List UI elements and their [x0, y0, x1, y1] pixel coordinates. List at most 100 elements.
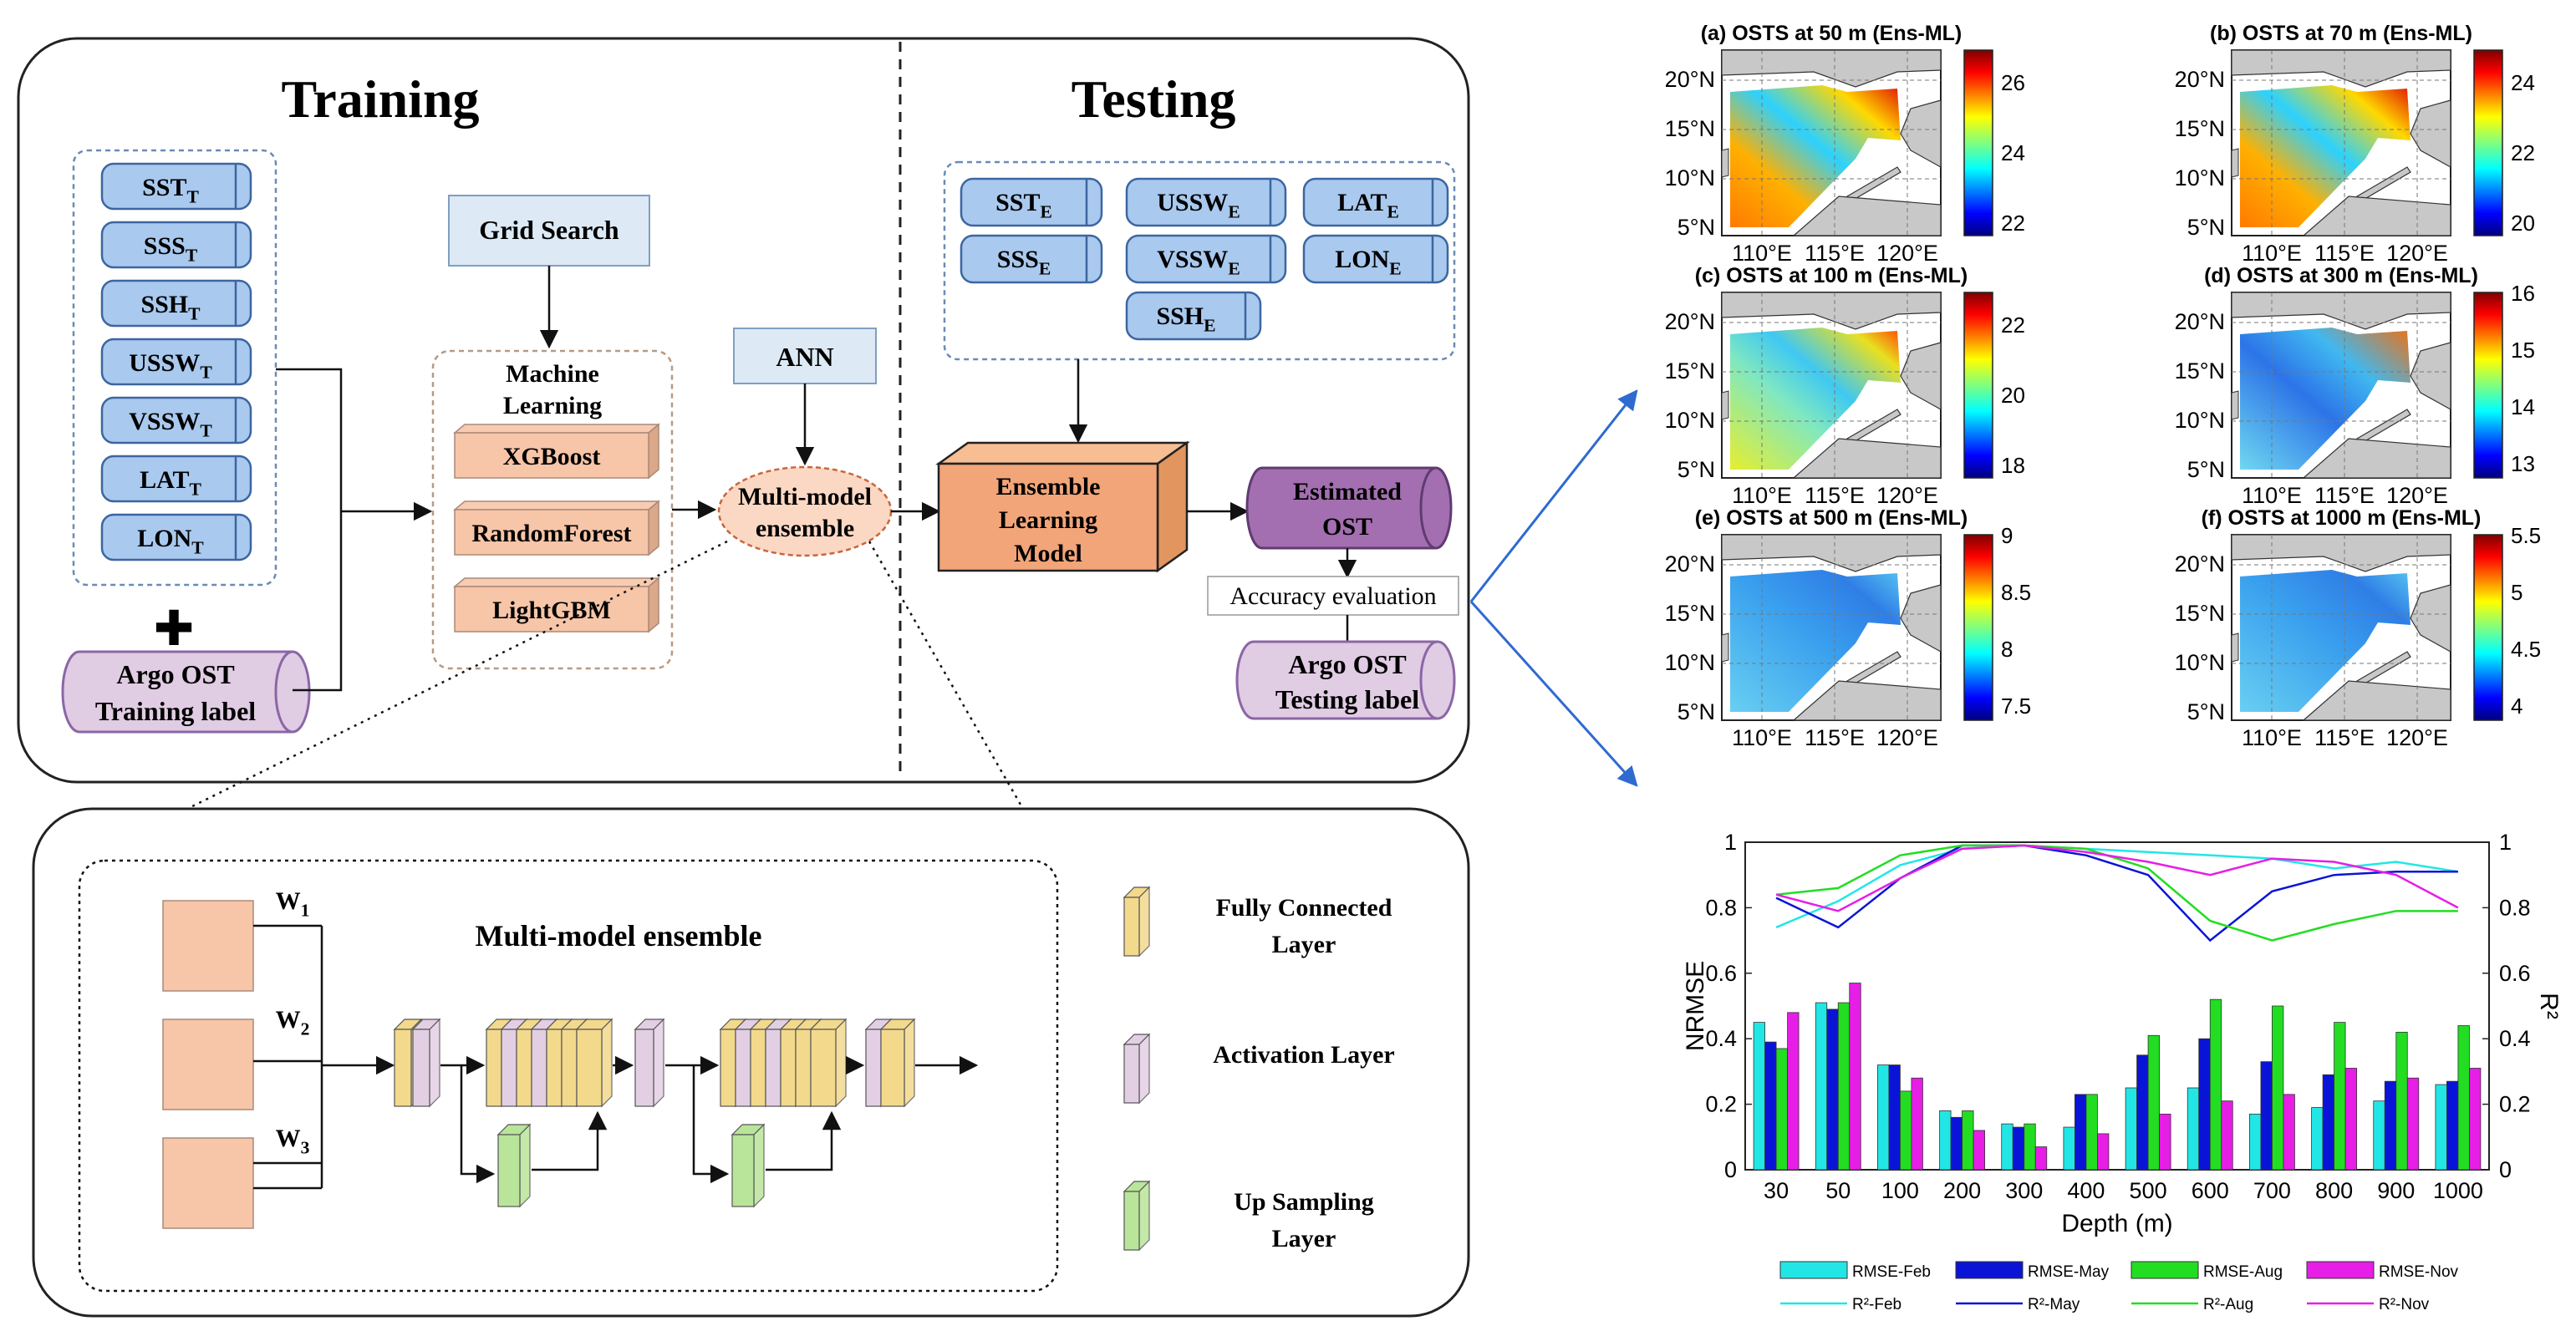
argo-testing-label: Argo OST Testing label	[1235, 640, 1456, 720]
svg-text:15°N: 15°N	[2175, 116, 2225, 141]
bar-rmse-nov-30	[1787, 1012, 1800, 1171]
bar-rmse-aug-900	[2395, 1031, 2408, 1171]
bar-rmse-aug-300	[2024, 1123, 2036, 1171]
bar-rmse-aug-400	[2085, 1094, 2098, 1171]
svg-text:120°E: 120°E	[1876, 483, 1938, 508]
estimated-ost-node: Estimated OST	[1245, 466, 1453, 550]
colorbar	[2473, 292, 2503, 479]
svg-text:26: 26	[2001, 70, 2025, 95]
osts-map-grid: (a) OSTS at 50 m (Ens-ML) 20°N 15°N 10°N 5°N…	[1665, 22, 2541, 750]
accuracy-evaluation-box: Accuracy evaluation	[1207, 576, 1459, 616]
bar-rmse-nov-100	[1911, 1077, 1923, 1171]
svg-text:R²-Nov: R²-Nov	[2379, 1296, 2430, 1313]
testing-input-label: VSSWE	[1157, 246, 1240, 278]
bar-rmse-aug-30	[1775, 1048, 1788, 1171]
bar-rmse-may-30	[1764, 1041, 1777, 1171]
bar-rmse-nov-700	[2283, 1094, 2295, 1171]
model-lightgbm: LightGBM	[452, 577, 661, 633]
grid-search-box: Grid Search	[448, 195, 650, 267]
legend-item-1: Fully Connected Layer	[1123, 886, 1392, 958]
svg-text:110°E: 110°E	[2242, 241, 2302, 266]
training-input-label: SSST	[144, 232, 198, 265]
svg-text:4: 4	[2511, 693, 2523, 719]
bar-rmse-aug-600	[2209, 998, 2222, 1171]
testing-input-label: LATE	[1337, 189, 1399, 221]
testing-input-label: LONE	[1335, 246, 1401, 278]
svg-text:RMSE-Feb: RMSE-Feb	[1852, 1263, 1931, 1281]
model-output-box	[162, 900, 254, 992]
svg-text:110°E: 110°E	[1732, 725, 1792, 750]
bar-rmse-may-400	[2075, 1094, 2087, 1171]
testing-input-lat: LATE	[1302, 177, 1449, 227]
svg-text:13: 13	[2511, 451, 2535, 476]
legend-rmse-may: RMSE-May	[1955, 1261, 2110, 1281]
testing-input-ssh: SSHE	[1125, 291, 1262, 341]
svg-text:110°E: 110°E	[2242, 483, 2302, 508]
x-tick-label: 500	[2130, 1178, 2167, 1203]
y-tick-label: 0.6	[1705, 961, 1737, 986]
svg-text:LightGBM: LightGBM	[492, 597, 611, 624]
training-input-label: LATT	[140, 466, 201, 499]
bar-rmse-aug-100	[1900, 1090, 1912, 1171]
svg-text:ANN: ANN	[776, 342, 833, 372]
bar-rmse-nov-500	[2159, 1113, 2171, 1171]
testing-input-label: USSWE	[1157, 189, 1240, 221]
workflow-panel: Training Testing SSTT SSST SSHT USSWT VSSWT L…	[17, 37, 1470, 784]
svg-text:15°N: 15°N	[2175, 601, 2225, 626]
line-r2-aug	[1775, 844, 2458, 942]
svg-text:20°N: 20°N	[1665, 67, 1715, 92]
colorbar	[1963, 49, 1993, 236]
bar-rmse-feb-200	[1939, 1110, 1952, 1171]
svg-text:110°E: 110°E	[1732, 483, 1792, 508]
svg-text:20°N: 20°N	[1665, 551, 1715, 577]
svg-text:5°N: 5°N	[1677, 699, 1715, 724]
svg-text:XGBoost: XGBoost	[503, 443, 601, 470]
y-tick-label: 0	[1724, 1157, 1737, 1182]
svg-text:15°N: 15°N	[2175, 358, 2225, 384]
svg-text:Argo OST: Argo OST	[1288, 649, 1406, 679]
legend-r2-may: R²-May	[1956, 1296, 2080, 1313]
model-output-box	[162, 1019, 254, 1110]
legend-rmse-nov: RMSE-Nov	[2306, 1261, 2459, 1281]
model-xgboost: XGBoost	[452, 423, 661, 480]
bar-rmse-feb-100	[1877, 1064, 1890, 1171]
svg-text:24: 24	[2001, 140, 2025, 165]
x-tick-label: 50	[1825, 1178, 1851, 1203]
svg-text:Machine: Machine	[506, 360, 599, 388]
bar-rmse-feb-50	[1815, 1002, 1828, 1171]
svg-text:R²-May: R²-May	[2028, 1296, 2080, 1313]
bar-rmse-feb-700	[2249, 1113, 2262, 1171]
svg-text:OST: OST	[1322, 513, 1372, 541]
svg-text:5°N: 5°N	[2187, 457, 2225, 482]
colorbar	[1963, 292, 1993, 479]
svg-text:Up Sampling: Up Sampling	[1234, 1188, 1374, 1216]
svg-text:120°E: 120°E	[1876, 725, 1938, 750]
svg-text:Accuracy evaluation: Accuracy evaluation	[1229, 582, 1436, 610]
training-title: Training	[281, 69, 479, 129]
machine-learning-group: Machine Learning XGBoost RandomForest Ligh…	[431, 349, 674, 670]
svg-text:115°E: 115°E	[1805, 725, 1865, 750]
y2-tick-label: 0.8	[2499, 895, 2531, 920]
line-r2-may	[1775, 844, 2458, 942]
bar-rmse-may-100	[1888, 1064, 1901, 1171]
bar-rmse-may-300	[2012, 1126, 2025, 1171]
bar-rmse-aug-700	[2272, 1005, 2284, 1171]
svg-text:20°N: 20°N	[2175, 551, 2225, 577]
svg-text:16: 16	[2511, 281, 2535, 306]
svg-text:Argo OST: Argo OST	[116, 659, 234, 689]
ensemble-detail-panel: Multi-model ensemble W1 W2 W3 Fully Connec…	[32, 807, 1470, 1318]
svg-text:7.5: 7.5	[2001, 693, 2031, 719]
model-output-box	[162, 1137, 254, 1229]
training-input-vssw: VSSWT	[100, 396, 252, 445]
y2-tick-label: 1	[2499, 830, 2512, 855]
legend-item-3: Up Sampling Layer	[1123, 1180, 1374, 1252]
svg-text:115°E: 115°E	[2314, 725, 2375, 750]
x-tick-label: 600	[2192, 1178, 2229, 1203]
svg-text:22: 22	[2001, 312, 2025, 338]
bar-rmse-feb-800	[2311, 1107, 2324, 1171]
svg-text:Layer: Layer	[1272, 931, 1336, 958]
map-title: (f) OSTS at 1000 m (Ens-ML)	[2202, 506, 2482, 530]
svg-text:15°N: 15°N	[1665, 601, 1715, 626]
training-input-label: SSTT	[142, 174, 199, 206]
bar-rmse-nov-900	[2406, 1077, 2420, 1171]
